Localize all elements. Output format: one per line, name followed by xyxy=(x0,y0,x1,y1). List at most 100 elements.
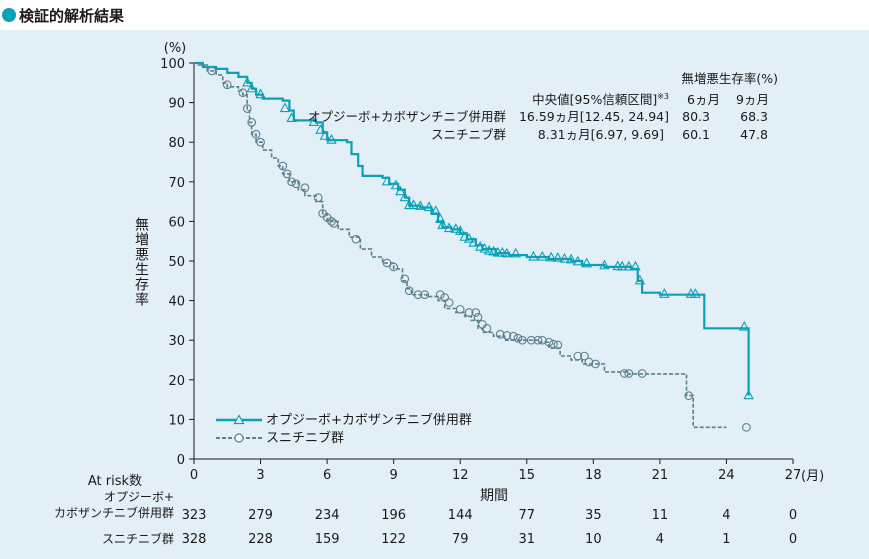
y-tick-label: 70 xyxy=(168,176,185,191)
x-tick-label: 0 xyxy=(190,468,198,483)
censor-marker xyxy=(382,258,392,268)
censor-marker xyxy=(315,124,326,134)
x-tick-label: 21 xyxy=(652,468,669,483)
summary-row1-6m: 80.3 xyxy=(682,109,710,124)
censor-marker xyxy=(420,290,430,300)
censor-marker xyxy=(510,247,521,258)
censor-marker xyxy=(242,76,253,87)
censor-marker xyxy=(278,161,288,171)
censor-marker xyxy=(399,191,410,202)
censor-marker xyxy=(517,335,527,345)
censor-marker xyxy=(537,250,548,261)
censor-marker xyxy=(533,335,543,345)
axes: 0 10 20 30 40 50 60 70 80 90 100 0 3 6 9 12 15 18 21 24 27 xyxy=(160,57,801,483)
censor-marker xyxy=(479,242,490,253)
x-tick-label: 6 xyxy=(323,468,331,483)
censor-marker xyxy=(634,274,646,285)
censor-marker xyxy=(559,252,570,263)
at-risk-value: 328 xyxy=(182,532,207,547)
censor-marker xyxy=(624,369,634,378)
censor-marker xyxy=(513,333,523,343)
censor-marker xyxy=(423,201,435,212)
censor-marker xyxy=(743,389,754,400)
censor-marker xyxy=(455,304,465,314)
censor-marker xyxy=(319,130,331,140)
y-tick-label: 100 xyxy=(160,57,185,72)
at-risk-value: 10 xyxy=(585,532,602,547)
censor-marker xyxy=(599,259,610,270)
censor-marker xyxy=(404,286,414,296)
at-risk-value: 0 xyxy=(789,508,797,523)
at-risk-value: 234 xyxy=(315,508,340,523)
x-tick-label: 3 xyxy=(256,468,264,483)
y-tick-label: 40 xyxy=(168,295,185,310)
censor-marker xyxy=(435,213,446,223)
censor-marker xyxy=(684,391,694,400)
censor-marker xyxy=(659,288,670,298)
at-risk-value: 4 xyxy=(722,508,730,523)
at-risk-value: 0 xyxy=(789,532,797,547)
censor-marker xyxy=(616,260,628,271)
censor-marker xyxy=(552,252,564,262)
censor-marker xyxy=(528,250,539,261)
x-unit-label: (月) xyxy=(801,469,824,484)
censor-marker xyxy=(488,245,499,256)
series-layer xyxy=(194,61,754,432)
censor-marker xyxy=(313,193,323,202)
censor-marker xyxy=(455,225,466,235)
censor-marker xyxy=(630,260,641,271)
at-risk-row1-label: オプジーボ+カボザンチニブ併用群 xyxy=(54,490,174,520)
censor-marker xyxy=(329,219,339,228)
y-tick-label: 60 xyxy=(168,215,185,230)
y-tick-label: 90 xyxy=(168,97,185,112)
legend-label-series2: スニチニブ群 xyxy=(266,430,344,446)
at-risk-value: 79 xyxy=(452,532,469,547)
censor-marker xyxy=(501,247,513,258)
legend-circle-icon xyxy=(234,433,244,443)
censor-marker xyxy=(395,185,406,196)
at-risk-values: 323 279 234 196 144 77 35 11 4 0 328 228 159 122 79 31 1… xyxy=(182,508,798,547)
censor-marker xyxy=(381,175,393,186)
y-tick-label: 10 xyxy=(168,413,185,428)
censor-marker xyxy=(251,129,261,139)
censor-marker xyxy=(390,179,402,190)
censor-marker xyxy=(509,331,518,341)
censor-marker xyxy=(495,329,505,339)
x-tick-label: 12 xyxy=(452,468,469,483)
at-risk-value: 159 xyxy=(315,532,340,547)
censor-marker xyxy=(553,340,563,350)
summary-col-median: 中央値[95%信頼区間]※3 xyxy=(532,92,669,107)
censor-marker xyxy=(637,369,647,378)
censor-marker xyxy=(544,337,554,347)
at-risk-table: At risk数 オプジーボ+カボザンチニブ併用群 スニチニブ群 323 279 2… xyxy=(54,474,797,547)
censor-marker xyxy=(389,262,399,272)
y-tick-label: 50 xyxy=(168,255,185,270)
censor-marker xyxy=(327,217,336,226)
legend-triangle-icon xyxy=(233,414,245,425)
censor-marker xyxy=(690,288,701,298)
y-tick-label: 0 xyxy=(177,453,185,468)
censor-marker xyxy=(408,199,419,210)
censor-marker xyxy=(444,298,454,307)
x-tick-label: 24 xyxy=(718,468,735,483)
censor-marker xyxy=(440,293,450,302)
censor-marker xyxy=(242,104,252,113)
censor-marker xyxy=(207,66,217,76)
legend-label-series1: オプジーボ+カボザンチニブ併用群 xyxy=(266,412,472,428)
censor-marker xyxy=(474,240,486,251)
censor-marker xyxy=(415,200,426,210)
at-risk-value: 196 xyxy=(381,508,406,523)
y-tick-label: 20 xyxy=(168,374,185,389)
series-line-2 xyxy=(194,62,727,429)
section-header: 検証的解析結果 xyxy=(0,0,869,30)
summary-table: 無増悪生存率(%) 中央値[95%信頼区間]※3 6ヵ月 9ヵ月 オプジーボ+カ… xyxy=(308,71,778,142)
censor-marker xyxy=(291,179,301,189)
censor-marker xyxy=(279,102,291,113)
at-risk-value: 1 xyxy=(722,532,730,547)
censor-marker xyxy=(623,260,635,271)
y-axis-label: 無増悪生存率 xyxy=(135,218,149,309)
censor-marker xyxy=(400,274,410,284)
censor-marker xyxy=(246,82,257,93)
censor-marker xyxy=(738,320,750,331)
